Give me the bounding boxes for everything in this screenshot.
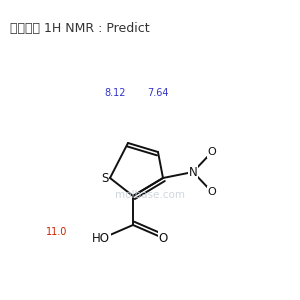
Text: O: O — [208, 147, 216, 157]
Text: HO: HO — [92, 232, 110, 244]
Text: O: O — [158, 232, 168, 244]
Text: 7.64: 7.64 — [147, 88, 169, 98]
Text: 核磁图谱 1H NMR : Predict: 核磁图谱 1H NMR : Predict — [10, 22, 150, 34]
Text: 11.0: 11.0 — [46, 227, 68, 237]
Text: O: O — [208, 187, 216, 197]
Text: N: N — [189, 166, 197, 178]
Text: molbase.com: molbase.com — [115, 190, 185, 200]
Text: 8.12: 8.12 — [104, 88, 126, 98]
Text: S: S — [101, 172, 109, 184]
